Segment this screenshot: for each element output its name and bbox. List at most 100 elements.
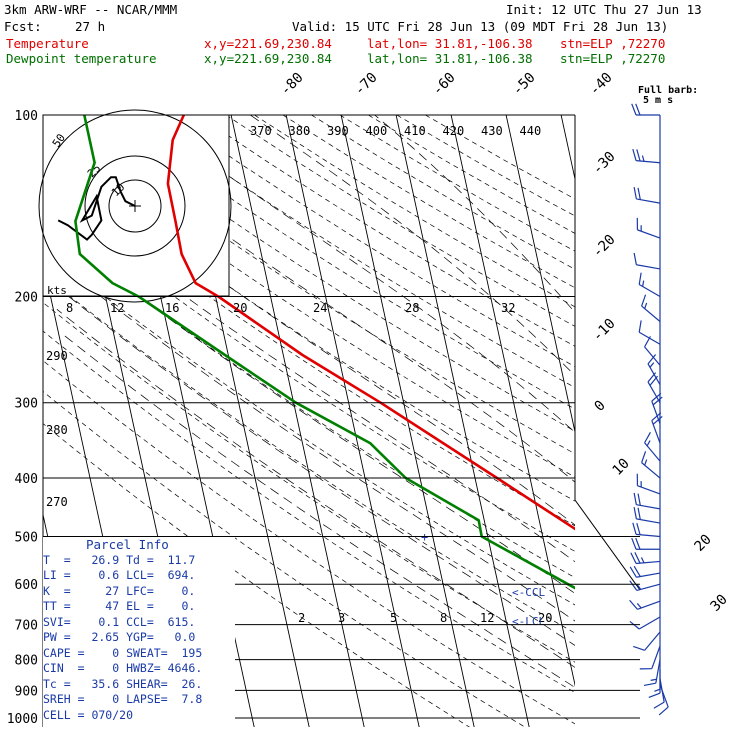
pressure-tick-label: 1000 [7, 712, 38, 727]
wind-barb [633, 631, 661, 651]
wind-barb-flag [643, 682, 656, 687]
isotherm-label: -70 [352, 70, 381, 99]
wind-barb-flag [642, 280, 645, 287]
dry-adiabat-line [43, 222, 575, 579]
moist-adiabat-line [374, 115, 575, 313]
theta-label: 370 [250, 124, 272, 138]
wind-barb-flag [638, 272, 642, 285]
init-time: Init: 12 UTC Thu 27 Jun 13 [506, 2, 702, 17]
wind-barb-staff [636, 583, 661, 592]
fcst-label: Fcst: [4, 19, 42, 34]
wind-barb-flag [638, 320, 642, 333]
isotherm-line [230, 115, 365, 727]
isotherm-line [0, 115, 35, 731]
theta-label: 430 [481, 124, 503, 138]
parcel-info-row: T = 26.9 Td = 11.7 [43, 552, 196, 567]
hodograph-ring [108, 179, 162, 233]
wind-barb [651, 412, 663, 444]
wind-barb [632, 148, 661, 164]
parcel-info-row: TT = 47 EL = 0. [43, 599, 196, 613]
dry-adiabat-line [43, 149, 575, 502]
theta-label: 400 [366, 124, 388, 138]
hodograph-ring-label: 50 [50, 131, 68, 149]
isotherm-line [340, 115, 475, 727]
wind-barb-staff [636, 264, 661, 270]
mixing-ratio-label: 8 [440, 611, 447, 625]
wind-barb-flag [647, 354, 657, 365]
isotherm-line [395, 115, 530, 727]
wind-barb-flag [658, 706, 669, 716]
parcel-info-row: CELL = 070/20 [43, 707, 134, 722]
theta-label: 390 [327, 124, 349, 138]
wind-barb-flag [649, 362, 655, 368]
isotherm-line [285, 115, 420, 727]
wind-barb-flag [633, 187, 637, 200]
isotherm-label: -50 [510, 70, 539, 99]
wind-barb-flag [644, 302, 648, 309]
moist-adiabat-line [43, 148, 575, 526]
wind-barb-flag [653, 701, 665, 709]
mixing-ratio-label: 3 [338, 611, 345, 625]
dry-adiabat-label: 290 [46, 349, 68, 363]
isotherm-label: 30 [708, 592, 731, 615]
wind-barb-flag [636, 603, 642, 609]
temp-latlon: lat,lon= 31.81,-106.38 [367, 36, 533, 51]
wind-barb-staff [644, 346, 661, 366]
wind-barb-staff [641, 305, 661, 322]
parcel-info-rows: T = 26.9 Td = 11.7 LI = 0.6 LCL= 694. K = … [43, 553, 235, 724]
moist-adiabat-line [142, 115, 575, 433]
wind-barb-flag [633, 565, 641, 577]
right-axis-slant [574, 499, 641, 591]
wind-barb-flag [647, 372, 657, 383]
dry-adiabat-line [43, 423, 470, 727]
parcel-info-row: Tc = 35.6 SHEAR= 26. [43, 676, 203, 691]
isotherm-line [560, 115, 575, 182]
wind-barb-flag [644, 431, 651, 444]
pressure-tick-label: 800 [15, 654, 38, 669]
profile-line [74, 115, 575, 590]
wind-barb [644, 336, 661, 366]
parcel-info-row: LI = 0.6 LCL= 694. [43, 568, 196, 582]
wind-barb [629, 599, 661, 610]
hodograph-ring [38, 109, 232, 303]
wind-barb [636, 473, 661, 495]
dry-adiabat-line [225, 115, 575, 327]
parcel-info-panel: Parcel Info T = 26.9 Td = 11.7 LI = 0.6 L… [43, 537, 235, 727]
dry-adiabat-line [43, 302, 575, 663]
wind-barb-flag [630, 552, 637, 564]
wind-barb-flag [641, 155, 645, 162]
moist-adiabat-line [51, 282, 575, 646]
wind-barb-staff [651, 645, 661, 669]
isotherm-label: -10 [590, 316, 619, 345]
hodo-speed-label: 28 [405, 301, 419, 315]
wind-barb-flag [641, 451, 647, 463]
hodo-speed-label: 12 [110, 301, 124, 315]
dry-adiabat-line [140, 115, 575, 388]
wind-barb [632, 522, 661, 538]
parcel-info-row: SVI= 0.1 CCL= 615. [43, 614, 196, 629]
dry-adiabat-line [83, 115, 575, 432]
valid-time: Valid: 15 UTC Fri 28 Jun 13 (09 MDT Fri … [292, 19, 669, 34]
wind-barb-flag [632, 522, 637, 535]
dry-adiabat-line [425, 115, 575, 200]
theta-label: 380 [289, 124, 311, 138]
parcel-info-row: SREH = 0 LAPSE= 7.8 [43, 692, 203, 706]
wind-barb [644, 431, 661, 462]
dry-adiabat-label: 270 [46, 495, 68, 509]
parcel-info-row: CAPE = 0 SWEAT= 195 [43, 645, 203, 660]
wind-barb [631, 537, 660, 550]
wind-barb-flag [637, 507, 641, 520]
dry-adiabat-line [282, 115, 575, 289]
wind-barb-flag [634, 552, 641, 564]
wind-barb [630, 552, 661, 565]
wind-barb-flag [654, 688, 661, 692]
wind-barb-flag [651, 412, 662, 421]
isotherm-line [450, 115, 575, 688]
wind-barb [641, 451, 661, 479]
temp-stn: stn=ELP ,72270 [560, 36, 666, 51]
wind-barb [647, 372, 661, 404]
isotherm-label: -40 [587, 70, 616, 99]
parcel-info-row: CIN = 0 HWBZ= 4646. [43, 661, 203, 675]
wind-barb [629, 616, 661, 630]
